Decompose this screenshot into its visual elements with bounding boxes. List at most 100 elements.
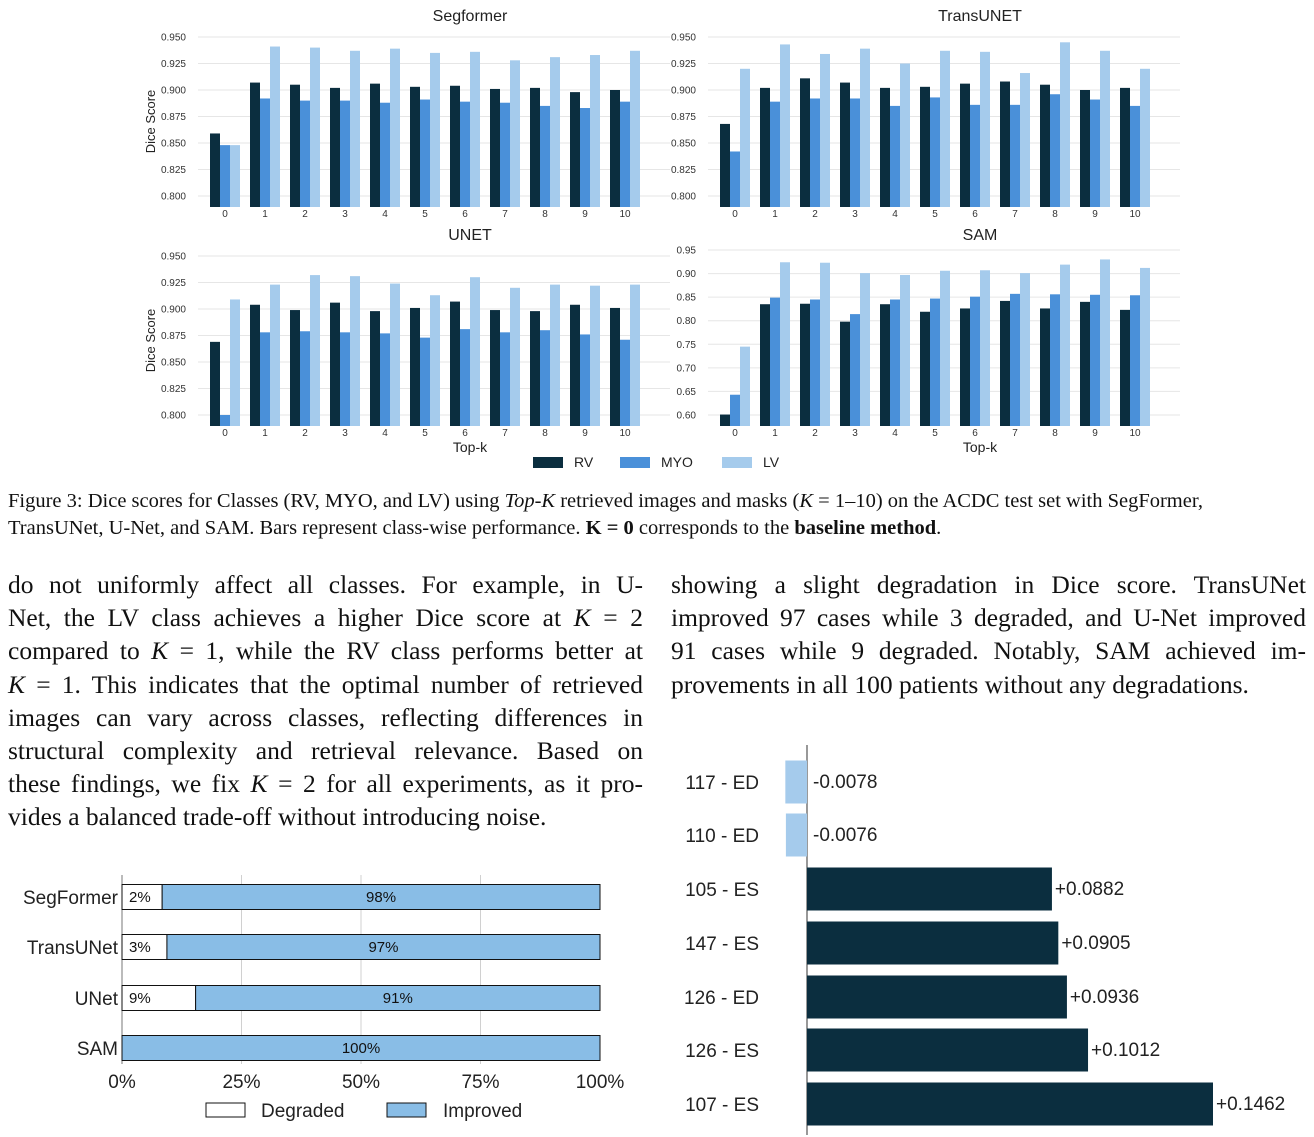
bar-rv-k10 <box>610 307 620 426</box>
x-axis-label: Top-k <box>963 439 998 455</box>
bar-rv-k2 <box>290 310 300 426</box>
ytick-label: 0.925 <box>161 59 186 70</box>
xtick-label: 4 <box>892 428 898 439</box>
panel-title: Segformer <box>433 8 508 25</box>
bar-rv-k3 <box>840 321 850 426</box>
bar-myo-k2 <box>810 98 820 207</box>
legend-label-myo: MYO <box>661 454 693 470</box>
bar-rv-k6 <box>450 301 460 426</box>
bar-lv-k6 <box>980 51 990 208</box>
bar-lv-k7 <box>1020 73 1030 207</box>
xtick-label: 3 <box>342 428 348 439</box>
bar-lv-k2 <box>310 275 320 426</box>
bar-myo-k9 <box>580 108 590 207</box>
xtick-label: 1 <box>262 209 268 220</box>
xtick-label: 5 <box>932 209 938 220</box>
ytick-label: 0.800 <box>161 411 186 422</box>
ytick-label: 0.65 <box>677 387 697 398</box>
ytick-label: 0.75 <box>677 340 697 351</box>
xtick-label: 6 <box>462 209 468 220</box>
bar-lv-k3 <box>860 273 870 426</box>
xtick-label: 0 <box>732 428 738 439</box>
legend-swatch-degraded <box>205 1102 246 1118</box>
bar-myo-k6 <box>970 296 980 426</box>
panel-sam: 0.95 0.90 0.85 0.80 0.75 0.70 0.65 0.60 SAM 0 1 2 3 4… <box>677 227 1180 455</box>
bar-lv-k5 <box>940 50 950 207</box>
improved-label: 97% <box>368 939 398 956</box>
bar-lv-k3 <box>350 276 360 426</box>
xtick-label: 9 <box>1092 209 1098 220</box>
xtick-label: 2 <box>812 209 818 220</box>
xtick-label: 75% <box>461 1072 499 1093</box>
bar-myo-k4 <box>890 105 900 207</box>
ytick-label: 0.850 <box>161 358 186 369</box>
bar-rv-k8 <box>1040 84 1050 207</box>
bar-myo-k1 <box>260 98 270 207</box>
category-label: 107 - ES <box>685 1095 759 1116</box>
bar-myo-k3 <box>850 98 860 207</box>
legend-swatch-myo <box>620 457 650 468</box>
ytick-label: 0.800 <box>161 192 186 203</box>
ytick-label: 0.950 <box>161 33 186 44</box>
xtick-label: 9 <box>582 428 588 439</box>
bar-myo-k7 <box>500 102 510 207</box>
ytick-label: 0.95 <box>677 246 697 257</box>
bar-myo-k10 <box>1130 295 1140 426</box>
bar-myo-k10 <box>1130 105 1140 207</box>
bar-rv-k6 <box>960 308 970 426</box>
bar-rv-k5 <box>920 311 930 426</box>
body-text-right: showing a slight degradation in Dice sco… <box>671 570 1306 699</box>
ytick-label: 0.950 <box>161 252 186 263</box>
category-label: 147 - ES <box>685 934 759 955</box>
bar-lv-k5 <box>940 270 950 426</box>
bar-improved <box>161 884 601 910</box>
bar-rv-k5 <box>410 86 420 207</box>
bar-myo-k0 <box>220 145 230 207</box>
bar-lv-k2 <box>820 262 830 426</box>
bar-rv-k3 <box>330 87 340 207</box>
category-label: SAM <box>77 1039 118 1060</box>
ytick-label: 0.875 <box>161 112 186 123</box>
ytick-label: 0.825 <box>161 165 186 176</box>
bar-myo-k8 <box>1050 294 1060 426</box>
bar-rv-k5 <box>410 307 420 426</box>
bar-myo-k7 <box>500 332 510 426</box>
bar-myo-k9 <box>1090 294 1100 426</box>
xtick-label: 2 <box>302 428 308 439</box>
value-label: +0.0882 <box>1055 879 1124 900</box>
bar-lv-k10 <box>1140 68 1150 207</box>
bar-rv-k1 <box>760 87 770 207</box>
bar-rv-k7 <box>490 88 500 207</box>
bar-rv-k10 <box>610 90 620 207</box>
y-axis-label: Dice Score <box>143 90 158 154</box>
xtick-label: 3 <box>852 209 858 220</box>
bar-rv-k1 <box>250 82 260 207</box>
panel-title: UNET <box>448 227 492 244</box>
bar-myo-k1 <box>770 297 780 426</box>
bar-rv-k3 <box>330 302 340 426</box>
xtick-label: 10 <box>619 428 631 439</box>
bar-myo-k10 <box>620 339 630 426</box>
value-label: -0.0076 <box>813 825 877 846</box>
bar-myo-k3 <box>340 332 350 426</box>
bar-lv-k4 <box>390 283 400 426</box>
improved-label: 91% <box>383 990 413 1007</box>
patient-dice-change-chart: 117 - ED -0.0078 110 - ED -0.0076 105 - ES +0… <box>684 745 1285 1135</box>
bar-rv-k3 <box>840 82 850 207</box>
bar-myo-k5 <box>930 97 940 207</box>
bar-rv-k10 <box>1120 309 1130 426</box>
ytick-label: 0.85 <box>677 293 697 304</box>
ytick-label: 0.875 <box>161 331 186 342</box>
bar-positive <box>807 921 1059 965</box>
xtick-label: 0 <box>222 428 228 439</box>
xtick-label: 4 <box>382 209 388 220</box>
bar-lv-k0 <box>740 346 750 426</box>
xtick-label: 25% <box>222 1072 260 1093</box>
degraded-label: 3% <box>129 939 151 956</box>
bar-positive <box>807 975 1067 1019</box>
bar-lv-k6 <box>470 277 480 426</box>
xtick-label: 10 <box>619 209 631 220</box>
xtick-label: 4 <box>382 428 388 439</box>
bar-lv-k9 <box>590 285 600 426</box>
figure-caption: Figure 3: Dice scores for Classes (RV, M… <box>8 490 1203 539</box>
